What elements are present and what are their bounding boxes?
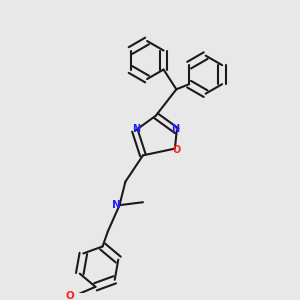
Text: O: O — [65, 291, 74, 300]
Text: N: N — [132, 124, 140, 134]
Text: N: N — [112, 200, 120, 210]
Text: N: N — [171, 124, 179, 134]
Text: O: O — [172, 145, 181, 155]
